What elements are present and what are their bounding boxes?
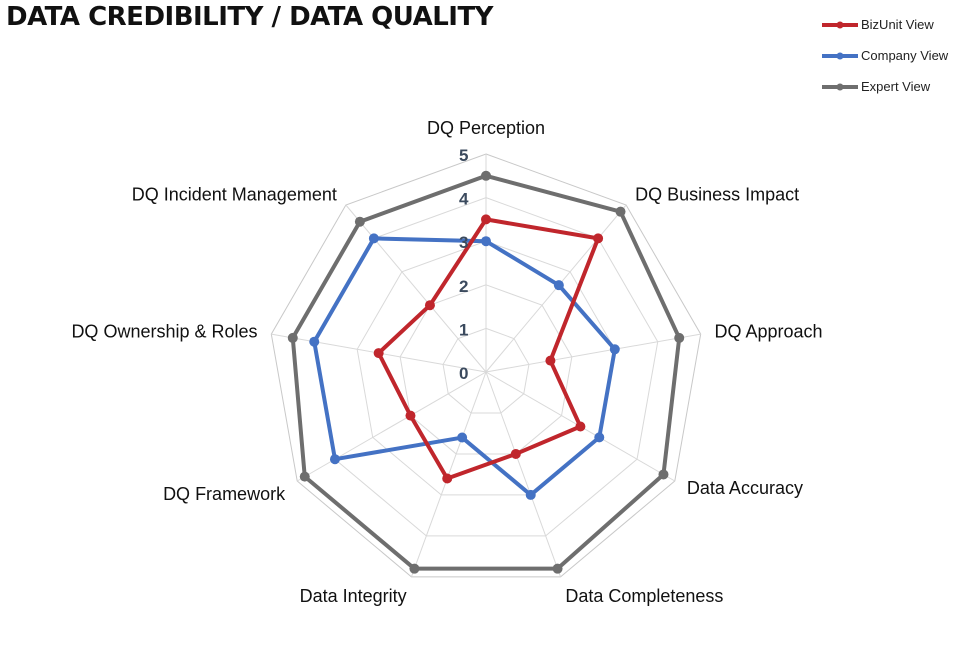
- series-point-0-1: [593, 233, 604, 244]
- tick-label-3: 3: [459, 233, 468, 252]
- series-point-0-2: [545, 355, 556, 366]
- series-point-1-7: [309, 336, 320, 347]
- tick-label-2: 2: [459, 277, 468, 296]
- series-point-1-8: [368, 233, 379, 244]
- series-point-1-2: [609, 344, 620, 355]
- series-point-0-0: [481, 214, 491, 225]
- series-point-0-6: [405, 410, 416, 421]
- series-point-2-7: [287, 332, 298, 343]
- category-label-3: Data Accuracy: [687, 478, 803, 498]
- tick-label-1: 1: [459, 320, 468, 339]
- grid-ring-5: [270, 153, 702, 578]
- tick-label-4: 4: [459, 190, 469, 209]
- series-1: [309, 233, 620, 500]
- series-point-1-5: [457, 432, 468, 443]
- series-point-1-3: [594, 432, 605, 443]
- legend-label-company: Company View: [861, 48, 949, 63]
- grid-spoke-4: [485, 371, 562, 578]
- series-line-0: [376, 217, 601, 481]
- series-line-2: [290, 173, 682, 571]
- series-point-2-4: [552, 563, 563, 574]
- series-point-1-1: [553, 280, 564, 291]
- legend-swatch-company-icon: [822, 52, 858, 59]
- grid-ring-1: [442, 327, 530, 414]
- legend-item-company: Company View: [820, 40, 948, 71]
- legend: BizUnit View Company View Expert View: [820, 9, 948, 102]
- grid-spoke-8: [345, 204, 487, 373]
- legend-swatch-expert-icon: [822, 83, 858, 90]
- series-point-2-8: [354, 216, 365, 227]
- category-label-8: DQ Incident Management: [132, 184, 337, 204]
- series-point-0-3: [575, 421, 586, 432]
- series-point-1-4: [525, 489, 536, 500]
- category-label-2: DQ Approach: [714, 322, 822, 342]
- category-label-0: DQ Perception: [427, 118, 545, 138]
- series-2: [287, 170, 685, 574]
- category-label-5: Data Integrity: [300, 586, 407, 606]
- grid-spoke-6: [296, 371, 487, 482]
- series-point-2-2: [674, 332, 685, 343]
- series-point-0-8: [424, 300, 435, 311]
- category-label-7: DQ Ownership & Roles: [71, 322, 257, 342]
- series-line-1: [312, 236, 617, 497]
- category-label-6: DQ Framework: [163, 484, 286, 504]
- series-point-1-0: [481, 236, 491, 247]
- grid-ring-3: [356, 240, 616, 496]
- tick-label-5: 5: [459, 146, 468, 165]
- series-point-2-6: [299, 471, 310, 482]
- series-point-2-5: [409, 563, 420, 574]
- series-point-0-5: [442, 473, 453, 484]
- legend-swatch-bizunit-icon: [822, 21, 858, 28]
- series-point-0-7: [373, 348, 384, 359]
- grid-spoke-2: [485, 333, 701, 373]
- category-label-4: Data Completeness: [565, 586, 723, 606]
- tick-label-0: 0: [459, 364, 468, 383]
- series-point-0-4: [510, 448, 521, 459]
- category-label-1: DQ Business Impact: [635, 184, 799, 204]
- series-0: [373, 214, 604, 484]
- grid-ring-2: [399, 284, 573, 455]
- chart-title: DATA CREDIBILITY / DATA QUALITY: [6, 2, 494, 32]
- legend-label-expert: Expert View: [861, 79, 931, 94]
- series-point-1-6: [329, 454, 340, 465]
- legend-label-bizunit: BizUnit View: [861, 17, 934, 32]
- legend-item-bizunit: BizUnit View: [820, 9, 948, 40]
- series-point-2-3: [658, 469, 669, 480]
- legend-item-expert: Expert View: [820, 71, 948, 102]
- series-point-2-0: [481, 170, 491, 181]
- series-point-2-1: [615, 206, 626, 217]
